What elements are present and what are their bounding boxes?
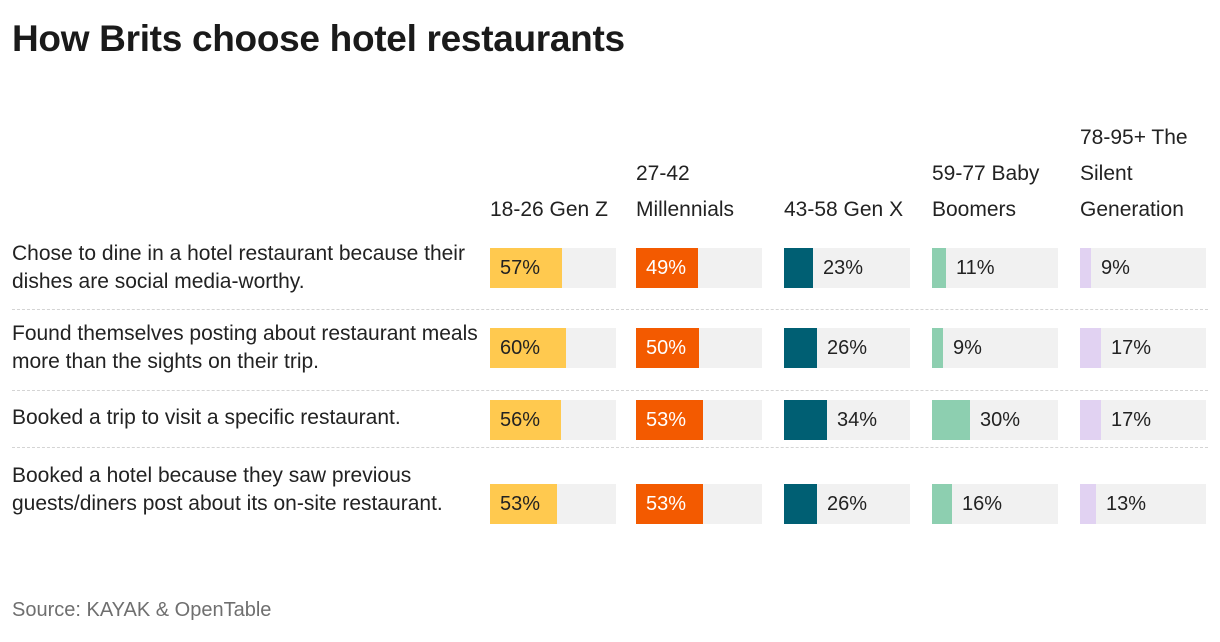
data-label: 13% (1106, 493, 1147, 515)
bar-track: 11% (932, 248, 1058, 288)
bar-track: 53% (636, 484, 762, 524)
bar (784, 484, 817, 524)
data-label: 23% (823, 257, 864, 279)
data-label: 53% (646, 409, 687, 431)
data-label: 26% (827, 337, 868, 359)
data-label: 50% (646, 337, 687, 359)
data-label: 60% (500, 337, 541, 359)
bar-track: 34% (784, 400, 910, 440)
bar (784, 400, 827, 440)
data-label: 49% (646, 257, 687, 279)
bar (1080, 248, 1091, 288)
bar (932, 484, 952, 524)
bar-track: 60% (490, 328, 616, 368)
data-label: 11% (956, 257, 995, 279)
bar (490, 400, 561, 440)
bar (636, 248, 698, 288)
data-label: 9% (953, 337, 982, 359)
data-label: 53% (500, 493, 541, 515)
bar-track: 16% (932, 484, 1058, 524)
data-label: 17% (1111, 337, 1152, 359)
column-header: 78-95+ The Silent Generation (1080, 126, 1188, 221)
bar (490, 248, 562, 288)
bar (784, 328, 817, 368)
data-label: 53% (646, 493, 687, 515)
column-header: 18-26 Gen Z (490, 198, 608, 221)
bar (932, 328, 943, 368)
source-note: Source: KAYAK & OpenTable (12, 599, 272, 621)
chart-title: How Brits choose hotel restaurants (12, 18, 625, 59)
bar (1080, 484, 1096, 524)
bar (784, 248, 813, 288)
row-divider (12, 309, 1208, 310)
row-label: Booked a trip to visit a specific restau… (12, 406, 401, 429)
column-header: 27-42 Millennials (636, 162, 735, 221)
data-label: 57% (500, 257, 541, 279)
bar (636, 400, 703, 440)
bar-track: 30% (932, 400, 1058, 440)
row-divider (12, 390, 1208, 391)
bar-track: 50% (636, 328, 762, 368)
data-label: 9% (1101, 257, 1130, 279)
bar (932, 400, 970, 440)
bar-track: 9% (932, 328, 1058, 368)
bar (636, 328, 699, 368)
bar (1080, 400, 1101, 440)
bar-track: 23% (784, 248, 910, 288)
bar (490, 328, 566, 368)
bar (1080, 328, 1101, 368)
row-label: Booked a hotel because they saw previous… (12, 464, 443, 515)
bar-track: 53% (490, 484, 616, 524)
bar-track: 9% (1080, 248, 1206, 288)
bar (636, 484, 703, 524)
row-label: Found themselves posting about restauran… (12, 322, 478, 373)
bar-track: 17% (1080, 400, 1206, 440)
column-header: 59-77 Baby Boomers (932, 162, 1040, 221)
bar-track: 56% (490, 400, 616, 440)
data-label: 30% (980, 409, 1021, 431)
bar (932, 248, 946, 288)
bar-track: 53% (636, 400, 762, 440)
data-label: 17% (1111, 409, 1152, 431)
bar-track: 57% (490, 248, 616, 288)
column-header: 43-58 Gen X (784, 198, 904, 221)
bar (490, 484, 557, 524)
bar-track: 26% (784, 328, 910, 368)
bar-track: 13% (1080, 484, 1206, 524)
data-label: 34% (837, 409, 878, 431)
row-divider (12, 447, 1208, 448)
data-label: 26% (827, 493, 868, 515)
bar-track: 17% (1080, 328, 1206, 368)
bar-track: 49% (636, 248, 762, 288)
row-label: Chose to dine in a hotel restaurant beca… (12, 242, 465, 293)
data-label: 56% (500, 409, 541, 431)
bar-track: 26% (784, 484, 910, 524)
data-label: 16% (962, 493, 1003, 515)
